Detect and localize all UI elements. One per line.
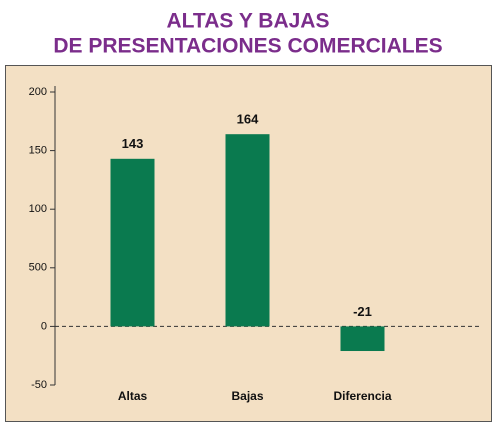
y-tick-label: 150 xyxy=(29,145,47,157)
data-label: -21 xyxy=(353,304,372,319)
y-tick-label: 500 xyxy=(29,262,47,274)
y-tick-label: 0 xyxy=(41,320,47,332)
data-label: 164 xyxy=(237,112,259,127)
data-label: 143 xyxy=(122,136,144,151)
x-tick-label: Diferencia xyxy=(333,389,391,403)
bar xyxy=(225,134,270,327)
y-tick-label: 200 xyxy=(29,86,47,98)
bar xyxy=(110,158,155,327)
chart-subtitle: DE PRESENTACIONES COMERCIALES xyxy=(53,35,442,58)
y-tick-label: -50 xyxy=(31,379,47,391)
y-tick-label: 100 xyxy=(29,203,47,215)
x-tick-label: Bajas xyxy=(231,389,263,403)
x-tick-label: Altas xyxy=(118,389,148,403)
chart-title: ALTAS Y BAJAS xyxy=(167,10,330,33)
bar xyxy=(340,326,385,352)
